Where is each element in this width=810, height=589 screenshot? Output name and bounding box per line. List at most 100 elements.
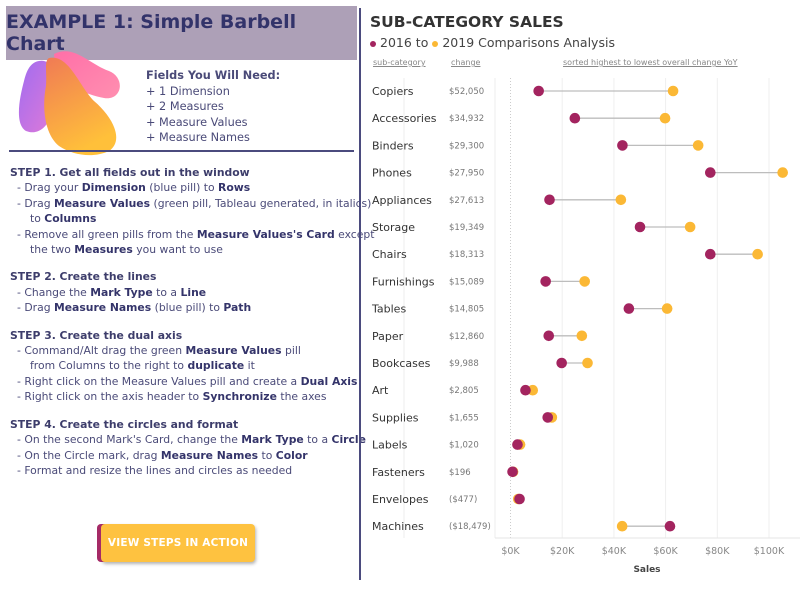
title-banner: EXAMPLE 1: Simple Barbell Chart <box>6 6 357 60</box>
dot-2019 <box>659 112 671 124</box>
step-text: - Command/Alt drag the green <box>17 344 186 358</box>
step-text: - Drag <box>17 196 54 210</box>
dot-2016 <box>556 357 567 369</box>
spacer <box>10 405 360 417</box>
emphasis-text: Measure Values <box>185 344 282 358</box>
step-line: - Drag Measure Values (green pill, Table… <box>10 196 371 211</box>
change-value: $52,050 <box>449 87 484 97</box>
step-text: except <box>334 227 375 241</box>
category-label: Binders <box>372 139 414 152</box>
dot-2019 <box>615 194 627 206</box>
category-label: Copiers <box>372 85 414 98</box>
legend-2019-dot <box>432 40 439 47</box>
dot-2016 <box>569 112 581 124</box>
step-line: the two Measures you want to use <box>10 242 360 257</box>
x-tick-label: $40K <box>602 546 627 557</box>
category-label: Appliances <box>372 194 432 207</box>
emphasis-text: Mark Type <box>90 285 153 299</box>
dot-2016 <box>514 493 525 505</box>
category-label: Machines <box>372 520 424 533</box>
category-label: Phones <box>372 167 412 180</box>
dot-2016 <box>507 466 518 478</box>
change-value: $27,613 <box>449 196 484 206</box>
field-item: + Measure Names <box>146 131 250 144</box>
view-steps-button[interactable]: VIEW STEPS IN ACTION <box>101 524 255 562</box>
dot-2019 <box>752 248 763 260</box>
dot-2016 <box>520 384 531 396</box>
change-value: $1,655 <box>449 413 479 423</box>
category-label: Art <box>372 384 389 397</box>
dot-2016 <box>705 167 716 178</box>
emphasis-text: Measure Names <box>160 448 259 462</box>
step-text: you want to use <box>132 243 223 257</box>
emphasis-text: Color <box>275 448 308 462</box>
field-item: + 1 Dimension <box>146 84 230 98</box>
category-label: Chairs <box>372 248 407 261</box>
change-value: $29,300 <box>449 141 484 151</box>
fields-heading: Fields You Will Need: <box>146 69 281 82</box>
step-text: - Right click on the axis header to <box>17 390 203 404</box>
step-line: from Columns to the right to duplicate i… <box>10 358 360 373</box>
dot-2016 <box>705 248 716 260</box>
step-heading: STEP 2. Create the lines <box>10 270 157 284</box>
category-label: Accessories <box>372 112 437 125</box>
subtitle-to: to <box>415 35 429 50</box>
legend-2016: 2016 <box>380 35 412 50</box>
step-line: - Change the Mark Type to a Line <box>10 285 360 300</box>
change-value: ($477) <box>449 495 477 505</box>
change-value: $14,805 <box>449 305 484 315</box>
change-value: $9,988 <box>449 359 479 369</box>
step-line: - Command/Alt drag the green Measure Val… <box>10 343 360 358</box>
x-tick-label: $0K <box>501 546 520 557</box>
category-label: Labels <box>372 439 408 452</box>
step-line: - Right click on the Measure Values pill… <box>10 374 360 389</box>
change-value: $1,020 <box>449 441 479 451</box>
change-value: $15,089 <box>449 277 484 287</box>
emphasis-text: Measures <box>74 243 133 257</box>
step-text: pill <box>281 344 301 358</box>
step-text: - On the second Mark's Card, change the <box>17 433 242 447</box>
chart-title: SUB-CATEGORY SALES <box>370 13 564 31</box>
x-tick-label: $100K <box>754 546 785 557</box>
step-text: from Columns to the right to <box>30 359 188 373</box>
step-text: - Remove all green pills from the <box>17 227 197 241</box>
x-tick-label: $80K <box>705 546 730 557</box>
emphasis-text: Rows <box>218 181 251 195</box>
spacer <box>10 316 360 328</box>
dot-2016 <box>623 303 635 314</box>
emphasis-text: Circle <box>331 433 366 447</box>
category-label: Furnishings <box>372 275 435 288</box>
header-change[interactable]: change <box>451 58 481 67</box>
step-text: (blue pill) to <box>151 301 224 315</box>
header-sub-category[interactable]: sub-category <box>373 58 426 67</box>
dot-2019 <box>582 357 593 369</box>
step-text: - Format and resize the lines and circle… <box>17 463 293 477</box>
chart-subtitle: 2016 to 2019 Comparisons Analysis <box>370 35 615 50</box>
step-line: - On the second Mark's Card, change the … <box>10 432 366 447</box>
step-text: the axes <box>276 390 327 404</box>
dot-2019 <box>616 520 628 532</box>
step-heading: STEP 1. Get all fields out in the window <box>10 166 250 179</box>
step-text: - Right click on the Measure Values pill… <box>17 374 301 388</box>
dot-2016 <box>512 439 523 450</box>
dot-2019 <box>777 167 788 178</box>
dot-2019 <box>684 221 696 233</box>
step-text: it <box>244 359 255 373</box>
step-line: - On the Circle mark, drag Measure Names… <box>10 448 360 463</box>
field-item: + Measure Values <box>146 115 248 129</box>
chart-panel: $0K $20K $40K $60K $80K $100K Sales Copiers $52,… <box>362 0 810 589</box>
dot-2016 <box>540 276 551 287</box>
step-text: - Drag <box>17 301 54 315</box>
dot-2016 <box>664 520 676 532</box>
emphasis-text: duplicate <box>187 359 245 373</box>
header-sort-note[interactable]: sorted highest to lowest overall change … <box>563 58 738 67</box>
x-axis-label: Sales <box>633 565 660 575</box>
step-text: - On the Circle mark, drag <box>17 448 161 462</box>
emphasis-text: Measure Values's Card <box>196 227 335 241</box>
change-value: $27,950 <box>449 169 484 179</box>
emphasis-text: Path <box>223 301 252 315</box>
dot-2019 <box>661 303 673 314</box>
fields-needed: Fields You Will Need: + 1 Dimension + 2 … <box>146 68 280 146</box>
dot-2016 <box>634 221 646 233</box>
change-value: $19,349 <box>449 223 484 233</box>
